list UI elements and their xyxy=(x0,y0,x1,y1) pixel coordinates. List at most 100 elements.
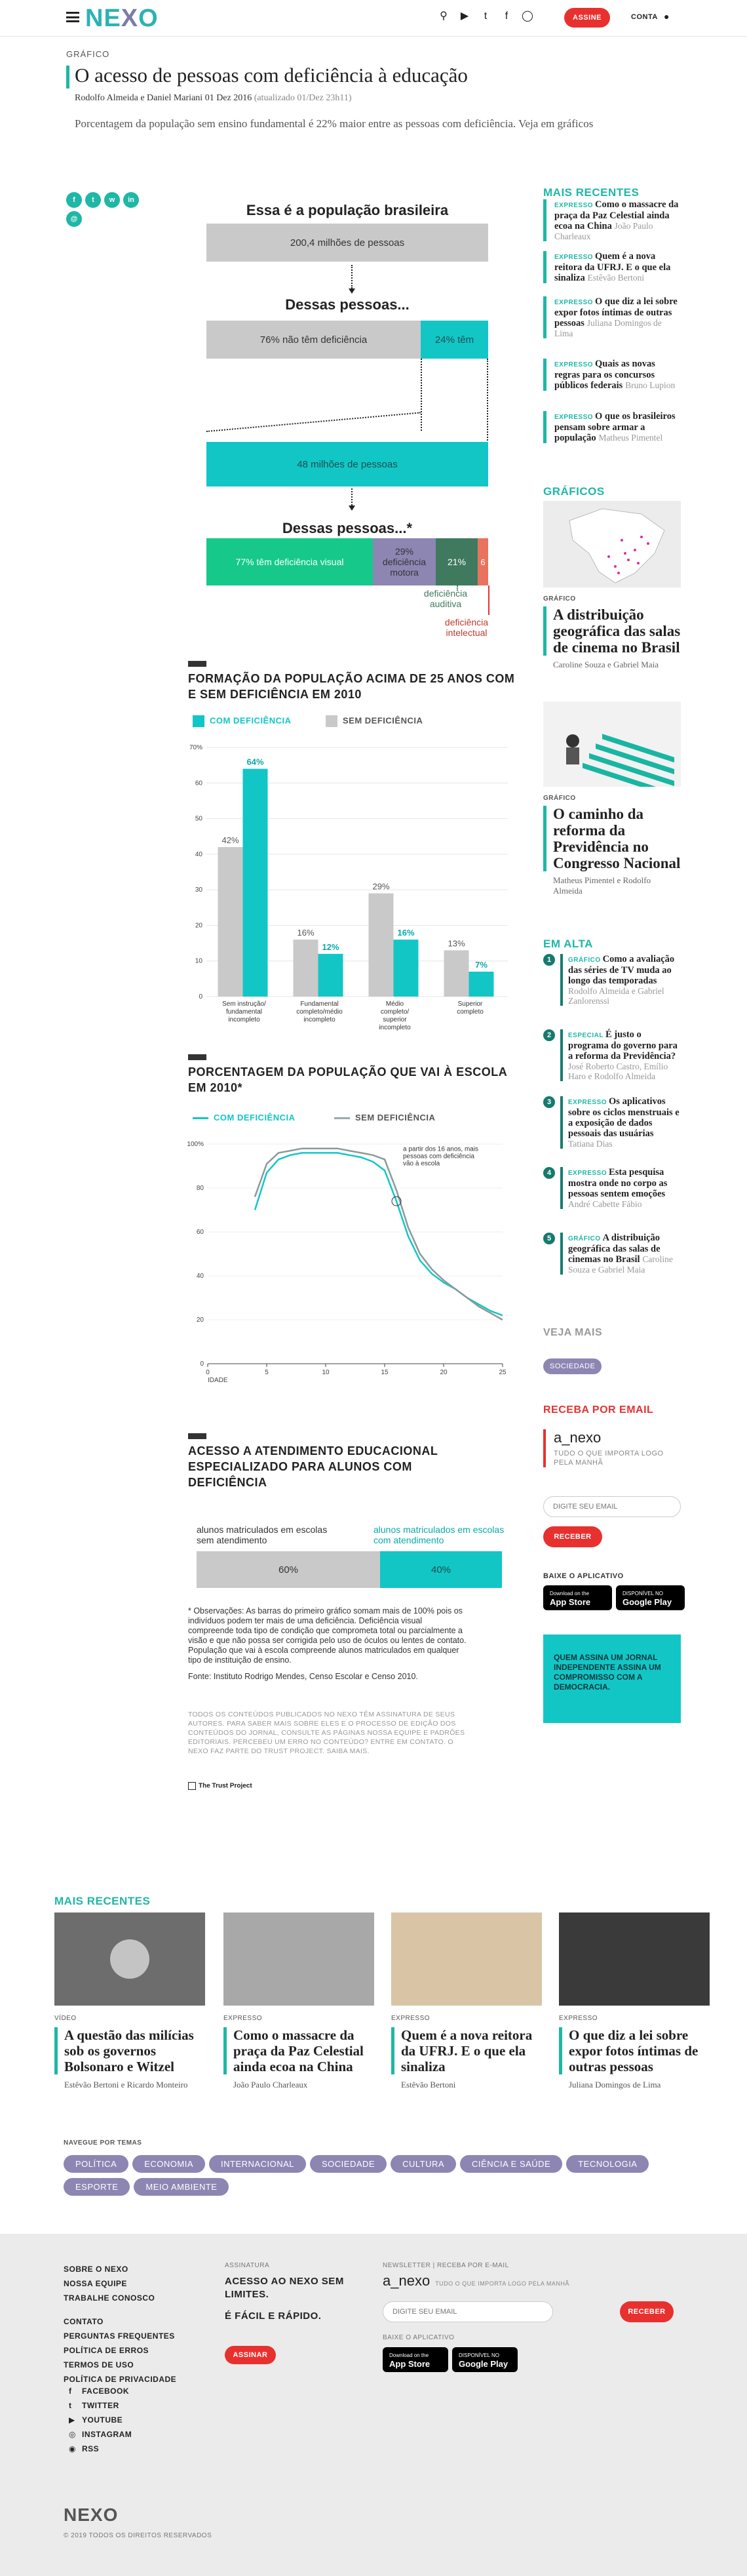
anexo-sub: TUDO O QUE IMPORTA LOGO PELA MANHÃ xyxy=(554,1450,664,1467)
sidebar-recent-item[interactable]: EXPRESSO O que os brasileiros pensam sobr… xyxy=(543,411,681,443)
sidebar-recent-title[interactable]: Como o massacre da praça da Paz Celestia… xyxy=(554,199,679,231)
graph-item-2[interactable]: GRÁFICO O caminho da reforma da Previdên… xyxy=(543,795,681,896)
trending-title[interactable]: Como a avaliação das séries de TV muda a… xyxy=(568,954,675,986)
footer-link[interactable]: SOBRE O NEXO xyxy=(64,2265,128,2274)
googleplay-badge[interactable]: DISPONÍVEL NO Google Play xyxy=(616,1585,685,1610)
footer-link[interactable]: POLÍTICA DE PRIVACIDADE xyxy=(64,2375,177,2384)
facebook-icon[interactable]: f xyxy=(505,10,508,22)
search-icon[interactable]: ⚲ xyxy=(440,10,448,22)
share-whatsapp-icon[interactable]: w xyxy=(104,192,120,208)
footer-link[interactable]: TERMOS DE USO xyxy=(64,2360,134,2369)
topic-pill[interactable]: ECONOMIA xyxy=(132,2155,206,2173)
footer-link[interactable]: PERGUNTAS FREQUENTES xyxy=(64,2331,175,2341)
recent-bottom-heading: MAIS RECENTES xyxy=(54,1895,151,1907)
trending-title[interactable]: Os aplicativos sobre os ciclos menstruai… xyxy=(568,1096,680,1139)
sidebar-recent-item[interactable]: EXPRESSO Como o massacre da praça da Paz … xyxy=(543,199,681,241)
sidebar-recent-item[interactable]: EXPRESSO O que diz a lei sobre expor foto… xyxy=(543,296,681,338)
footer-link[interactable]: NOSSA EQUIPE xyxy=(64,2279,127,2288)
footer-social-link[interactable]: t TWITTER xyxy=(69,2398,132,2413)
trending-item[interactable]: 3 EXPRESSO Os aplicativos sobre os ciclos … xyxy=(543,1096,681,1149)
portrait-photo-icon[interactable] xyxy=(391,1912,542,2006)
topic-pill[interactable]: ESPORTE xyxy=(64,2178,130,2196)
topic-pill[interactable]: SOCIEDADE xyxy=(310,2155,387,2173)
graph-item-1-title[interactable]: A distribuição geográfica das salas de c… xyxy=(543,606,681,656)
footer-subscribe-button[interactable]: ASSINAR xyxy=(225,2346,276,2364)
subscribe-button[interactable]: ASSINE xyxy=(564,8,610,28)
sidebar-email-input[interactable] xyxy=(543,1496,681,1517)
footer-social-link[interactable]: ◉ RSS xyxy=(69,2442,132,2456)
topic-pill[interactable]: CIÊNCIA E SAÚDE xyxy=(460,2155,563,2173)
see-more-tag[interactable]: SOCIEDADE xyxy=(543,1358,602,1374)
user-icon[interactable]: ● xyxy=(664,11,670,22)
recent-card[interactable]: EXPRESSO Quem é a nova reitora da UFRJ. E… xyxy=(391,1912,542,2090)
topic-pill[interactable]: CULTURA xyxy=(391,2155,457,2173)
graph-item-1[interactable]: GRÁFICO A distribuição geográfica das sa… xyxy=(543,595,681,670)
trending-item[interactable]: 1 GRÁFICO Como a avaliação das séries de T… xyxy=(543,954,681,1006)
footer-social-link[interactable]: f FACEBOOK xyxy=(69,2384,132,2398)
footer-social-link[interactable]: ▶ YOUTUBE xyxy=(69,2413,132,2427)
protest-photo-icon[interactable] xyxy=(223,1912,374,2006)
graph-thumbnail-2[interactable] xyxy=(543,702,681,787)
footer-email-input[interactable] xyxy=(383,2301,553,2322)
sidebar-recent-item[interactable]: EXPRESSO Quais as novas regras para os co… xyxy=(543,359,681,391)
recent-card[interactable]: VÍDEO A questão das milícias sob os gover… xyxy=(54,1912,205,2090)
crowd-illustration-icon xyxy=(566,734,674,787)
trending-item[interactable]: 4 EXPRESSO Esta pesquisa mostra onde no co… xyxy=(543,1167,681,1209)
footer-link[interactable]: CONTATO xyxy=(64,2317,104,2326)
play-button-icon[interactable] xyxy=(110,1939,149,1979)
bar-value-label: 42% xyxy=(221,835,239,845)
recent-card-title[interactable]: O que diz a lei sobre expor fotos íntima… xyxy=(559,2027,710,2074)
footer-receive-button[interactable]: RECEBER xyxy=(620,2301,674,2322)
topic-pill[interactable]: MEIO AMBIENTE xyxy=(134,2178,229,2196)
footer-googleplay-badge[interactable]: DISPONÍVEL NO Google Play xyxy=(452,2347,518,2372)
y-tick-label: 60 xyxy=(195,780,203,787)
trending-title[interactable]: É justo o programa do governo para a ref… xyxy=(568,1029,678,1061)
trending-title[interactable]: A distribuição geográfica das salas de c… xyxy=(568,1233,661,1265)
youtube-icon[interactable]: ▶ xyxy=(460,10,469,22)
share-twitter-icon[interactable]: t xyxy=(85,192,101,208)
recent-card-title[interactable]: Como o massacre da praça da Paz Celestia… xyxy=(223,2027,374,2074)
instagram-icon[interactable]: ◯ xyxy=(522,10,533,22)
appstore-badge[interactable]: Download on the App Store xyxy=(543,1585,612,1610)
sidebar-recent-title[interactable]: O que os brasileiros pensam sobre armar … xyxy=(554,411,676,443)
recent-card[interactable]: EXPRESSO O que diz a lei sobre expor foto… xyxy=(559,1912,710,2090)
sidebar-receive-button[interactable]: RECEBER xyxy=(543,1526,602,1547)
topic-pill[interactable]: INTERNACIONAL xyxy=(209,2155,307,2173)
account-link[interactable]: CONTA xyxy=(631,13,658,21)
trending-item[interactable]: 2 ESPECIAL É justo o programa do governo p… xyxy=(543,1029,681,1081)
trending-tag: EXPRESSO xyxy=(568,1170,607,1177)
topic-pill[interactable]: TECNOLOGIA xyxy=(566,2155,649,2173)
sidebar-recent-item[interactable]: EXPRESSO Quem é a nova reitora da UFRJ. E… xyxy=(543,251,681,283)
recent-card-title[interactable]: Quem é a nova reitora da UFRJ. E o que e… xyxy=(391,2027,542,2074)
footer-link[interactable]: TRABALHE CONOSCO xyxy=(64,2293,155,2303)
graph-item-2-title[interactable]: O caminho da reforma da Previdência no C… xyxy=(543,806,681,871)
artist-photo-icon[interactable] xyxy=(559,1912,710,2006)
footer-social-link[interactable]: ◎ INSTAGRAM xyxy=(69,2427,132,2442)
play-video-icon[interactable] xyxy=(54,1912,205,2006)
share-email-icon[interactable]: @ xyxy=(66,211,82,227)
footer-appstore-badge[interactable]: Download on the App Store xyxy=(383,2347,448,2372)
byline: Rodolfo Almeida e Daniel Mariani 01 Dez … xyxy=(75,93,352,103)
map-thumbnail[interactable] xyxy=(543,501,681,587)
chart1-bar-chart: 0 10 20 30 40 50 60 70% 42% 64% Sem instrução/fund… xyxy=(189,744,508,1031)
sidebar-recent-title[interactable]: O que diz a lei sobre expor fotos íntima… xyxy=(554,296,678,328)
footer-logo[interactable]: NEXO xyxy=(64,2505,119,2525)
share-linkedin-icon[interactable]: in xyxy=(123,192,139,208)
promo-banner[interactable]: QUEM ASSINA UM JORNAL INDEPENDENTE ASSIN… xyxy=(543,1635,681,1723)
x-category-label: Sem instrução/fundamental incompleto xyxy=(222,1001,266,1023)
footer-link[interactable]: POLÍTICA DE ERROS xyxy=(64,2346,149,2355)
menu-icon[interactable] xyxy=(66,12,79,22)
share-facebook-icon[interactable]: f xyxy=(66,192,82,208)
trust-project[interactable]: The Trust Project xyxy=(188,1782,252,1790)
chart3-left-label: alunos matriculados em escolas sem atend… xyxy=(197,1524,328,1545)
sidebar-recent-title[interactable]: Quem é a nova reitora da UFRJ. E o que e… xyxy=(554,251,671,283)
trust-project-icon xyxy=(188,1782,196,1790)
logo[interactable]: NEXO xyxy=(85,5,159,32)
topic-pill[interactable]: POLÍTICA xyxy=(64,2155,129,2173)
trending-title[interactable]: Esta pesquisa mostra onde no corpo as pe… xyxy=(568,1167,668,1199)
recent-card-title[interactable]: A questão das milícias sob os governos B… xyxy=(54,2027,205,2074)
recent-card[interactable]: EXPRESSO Como o massacre da praça da Paz … xyxy=(223,1912,374,2090)
trending-item[interactable]: 5 GRÁFICO A distribuição geográfica das sa… xyxy=(543,1233,681,1275)
twitter-icon[interactable]: t xyxy=(484,10,488,22)
sidebar-recent-title[interactable]: Quais as novas regras para os concursos … xyxy=(554,359,655,391)
